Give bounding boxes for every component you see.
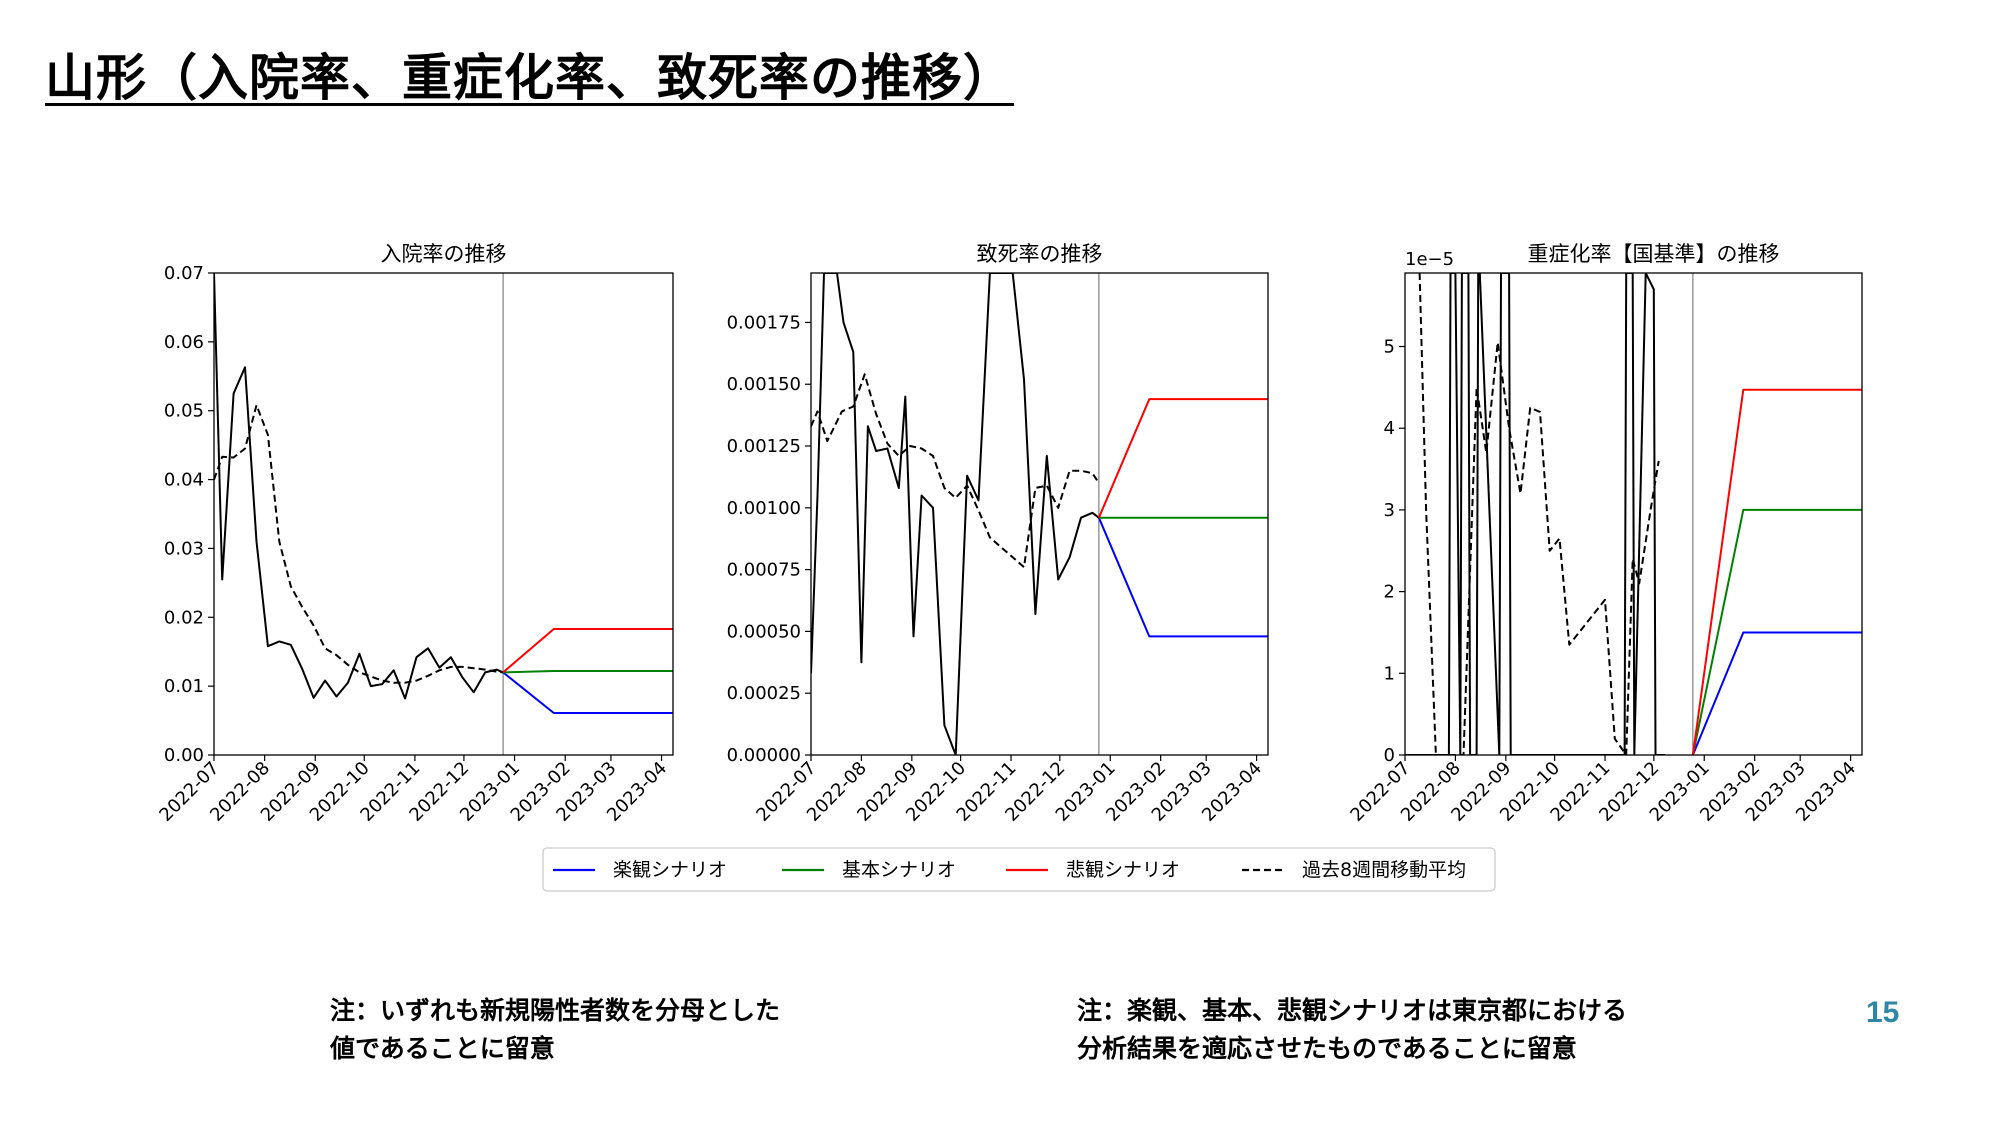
y-tick-label: 0.06	[164, 332, 204, 353]
legend: 楽観シナリオ 基本シナリオ 悲観シナリオ 過去8週間移動平均	[542, 847, 1496, 892]
series-line-base	[503, 670, 673, 674]
series-line-optimistic	[1097, 517, 1268, 638]
series-line-optimistic	[502, 671, 673, 714]
y-tick-label: 0	[1384, 745, 1395, 766]
y-axis-multiplier: 1e−5	[1405, 249, 1454, 270]
y-tick-label: 0.05	[164, 401, 204, 422]
y-tick-label: 0.04	[164, 470, 204, 491]
note-left-line-1: 注：いずれも新規陽性者数を分母とした	[330, 996, 781, 1025]
note-left-line-2: 値であることに留意	[330, 1034, 555, 1063]
series-line-actual	[811, 273, 1100, 755]
series-line-base	[1691, 508, 1862, 755]
series-line-moving-average	[1418, 273, 1660, 755]
slide-title: 山形（入院率、重症化率、致死率の推移）	[45, 49, 1014, 107]
series-line-actual	[214, 273, 504, 700]
note-left: 注：いずれも新規陽性者数を分母とした 値であることに留意	[330, 992, 780, 1068]
legend-label: 過去8週間移動平均	[1302, 859, 1466, 881]
legend-label: 基本シナリオ	[842, 859, 956, 881]
note-right-line-1: 注：楽観、基本、悲観シナリオは東京都における	[1077, 996, 1628, 1025]
series-line-moving-average	[811, 373, 1100, 569]
y-tick-label: 0.00075	[727, 560, 801, 581]
series-line-pessimistic	[1097, 398, 1268, 519]
y-tick-label: 4	[1384, 418, 1395, 439]
y-tick-label: 0.00150	[727, 374, 801, 395]
y-tick-label: 0.00000	[727, 745, 801, 766]
y-tick-label: 0.00025	[727, 683, 801, 704]
y-tick-label: 1	[1384, 663, 1395, 684]
y-tick-label: 0.00	[164, 745, 204, 766]
y-tick-label: 0.01	[164, 676, 204, 697]
series-line-optimistic	[1691, 631, 1862, 755]
y-tick-label: 0.00175	[727, 312, 801, 333]
note-right: 注：楽観、基本、悲観シナリオは東京都における 分析結果を適応させたものであること…	[1077, 992, 1627, 1068]
chart-title: 重症化率【国基準】の推移	[1528, 242, 1780, 266]
plot-frame	[810, 272, 1269, 756]
series-line-pessimistic	[1691, 388, 1862, 755]
plot-frame	[213, 272, 674, 756]
y-tick-label: 0.00100	[727, 498, 801, 519]
y-tick-label: 0.00050	[727, 621, 801, 642]
chart-panel-2: 致死率の推移 0.00000 0.00025 0.00050 0.00075 0.0010…	[727, 242, 1269, 826]
series-line-pessimistic	[502, 628, 673, 674]
chart-title: 致死率の推移	[977, 242, 1103, 266]
y-tick-label: 0.07	[164, 263, 204, 284]
legend-label: 楽観シナリオ	[613, 859, 727, 881]
y-tick-label: 0.03	[164, 538, 204, 559]
chart-panel-3: 重症化率【国基準】の推移0123451e−52022-072022-082022…	[1346, 242, 1863, 826]
y-tick-label: 3	[1384, 500, 1395, 521]
note-right-line-2: 分析結果を適応させたものであることに留意	[1077, 1034, 1577, 1063]
y-tick-label: 5	[1384, 337, 1395, 358]
series-line-moving-average	[214, 404, 504, 684]
series-line-actual	[1405, 273, 1666, 755]
y-tick-label: 0.02	[164, 607, 204, 628]
plot-frame	[1404, 272, 1863, 756]
legend-label: 悲観シナリオ	[1066, 859, 1180, 881]
chart-panel-1: 入院率の推移0.000.010.020.030.040.050.060.0720…	[155, 242, 674, 826]
chart-title: 入院率の推移	[381, 242, 507, 266]
page-number: 15	[1866, 996, 1900, 1029]
y-tick-label: 0.00125	[727, 436, 801, 457]
y-tick-label: 2	[1384, 582, 1395, 603]
